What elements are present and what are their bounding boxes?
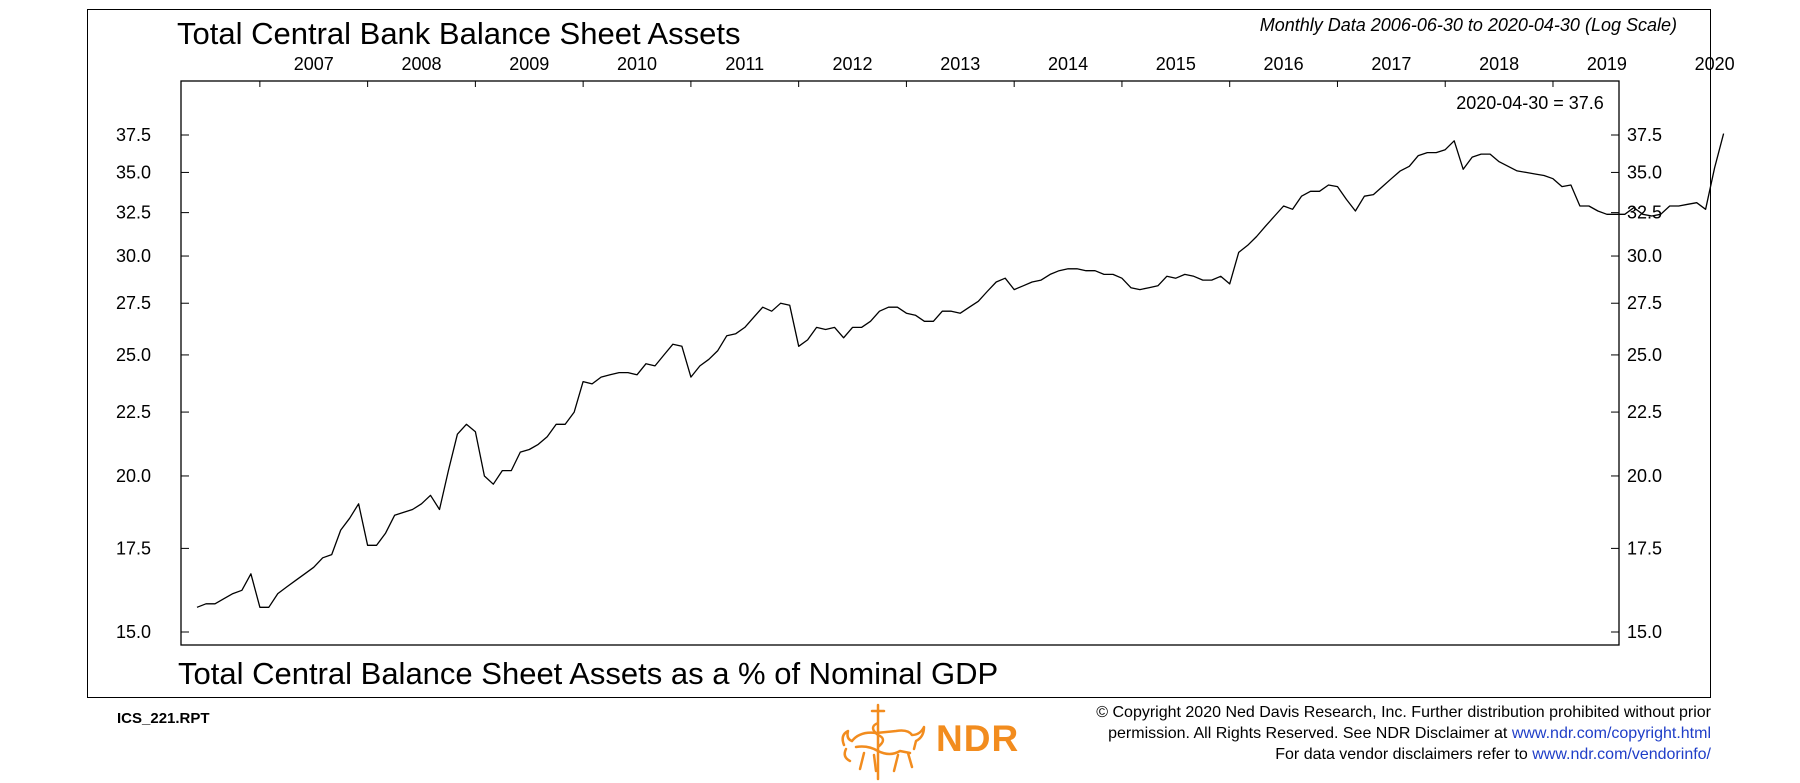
last-value-annotation: 2020-04-30 = 37.6: [1456, 93, 1604, 113]
x-tick-label: 2010: [617, 54, 657, 74]
y-tick-right-label: 30.0: [1627, 246, 1662, 266]
chart-title: Total Central Bank Balance Sheet Assets: [177, 16, 741, 51]
copyright-link[interactable]: www.ndr.com/copyright.html: [1511, 725, 1711, 742]
y-tick-left-label: 35.0: [116, 162, 151, 182]
x-tick-label: 2011: [725, 54, 764, 74]
copyright-line-2: permission. All Rights Reserved. See NDR…: [1096, 723, 1711, 744]
x-tick-label: 2008: [401, 54, 441, 74]
x-tick-label: 2016: [1264, 54, 1304, 74]
copyright-line-2-text: permission. All Rights Reserved. See NDR…: [1108, 725, 1512, 742]
x-tick-label: 2018: [1479, 54, 1519, 74]
plot-area: [180, 80, 1620, 646]
y-tick-right-label: 32.5: [1627, 203, 1662, 223]
copyright-line-1: © Copyright 2020 Ned Davis Research, Inc…: [1096, 704, 1711, 721]
y-tick-left-label: 17.5: [116, 538, 151, 558]
x-tick-label: 2013: [940, 54, 980, 74]
copyright-line-3-text: For data vendor disclaimers refer to: [1275, 746, 1533, 763]
x-tick-label: 2009: [509, 54, 549, 74]
y-tick-left-label: 20.0: [116, 466, 151, 486]
y-tick-right-label: 22.5: [1627, 402, 1662, 422]
y-tick-right-label: 37.5: [1627, 125, 1662, 145]
y-tick-left-label: 22.5: [116, 402, 151, 422]
y-tick-right-label: 15.0: [1627, 622, 1662, 642]
bottom-title: Total Central Balance Sheet Assets as a …: [178, 656, 998, 691]
bull-logo-icon: [841, 703, 926, 781]
x-tick-label: 2012: [833, 54, 873, 74]
y-tick-left-label: 30.0: [116, 246, 151, 266]
y-tick-left-label: 15.0: [116, 622, 151, 642]
x-tick-label: 2014: [1048, 54, 1088, 74]
y-tick-right-label: 27.5: [1627, 293, 1662, 313]
y-tick-left-label: 37.5: [116, 125, 151, 145]
ndr-brand: NDR: [936, 718, 1020, 759]
series-line: [196, 133, 1725, 608]
y-tick-left-label: 32.5: [116, 203, 151, 223]
y-tick-right-label: 35.0: [1627, 162, 1662, 182]
copyright-notice: © Copyright 2020 Ned Davis Research, Inc…: [1096, 702, 1711, 765]
chart-frame: [87, 9, 1711, 698]
y-axis: 15.0 15.0 17.5 17.5 20.0 20.0 22.5 22.5 25.0 25.0…: [116, 125, 1662, 642]
y-tick-left-label: 27.5: [116, 293, 151, 313]
x-tick-label: 2007: [294, 54, 334, 74]
x-tick-label: 2020: [1695, 54, 1735, 74]
y-tick-right-label: 20.0: [1627, 466, 1662, 486]
y-tick-right-label: 25.0: [1627, 345, 1662, 365]
x-axis: 2007 2008 2009 2010 2011 2012 2013 2014 2015 2016…: [259, 54, 1735, 87]
copyright-line-3: For data vendor disclaimers refer to www…: [1096, 744, 1711, 765]
x-tick-label: 2019: [1587, 54, 1627, 74]
x-tick-label: 2017: [1371, 54, 1411, 74]
x-tick-label: 2015: [1156, 54, 1196, 74]
y-tick-right-label: 17.5: [1627, 538, 1662, 558]
chart-subtitle: Monthly Data 2006-06-30 to 2020-04-30 (L…: [1260, 15, 1677, 35]
y-tick-left-label: 25.0: [116, 345, 151, 365]
report-id: ICS_221.RPT: [117, 710, 210, 727]
vendor-info-link[interactable]: www.ndr.com/vendorinfo/: [1532, 746, 1711, 763]
chart-svg: Total Central Bank Balance Sheet Assets …: [116, 15, 1735, 691]
